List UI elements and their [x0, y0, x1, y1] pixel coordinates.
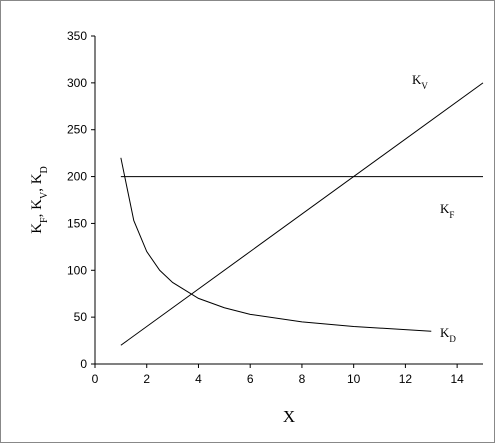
- series-label-sub: F: [449, 210, 454, 220]
- x-tick-label: 6: [247, 372, 254, 386]
- series-line: [120, 82, 484, 346]
- series-label: KD: [440, 325, 456, 344]
- series-label-sub: V: [421, 81, 428, 91]
- y-tick-label: 150: [67, 216, 87, 230]
- series-label-name: K: [412, 72, 422, 87]
- y-tick-label: 300: [67, 76, 87, 90]
- y-axis-label: KF, KV, KD: [29, 166, 50, 234]
- x-tick-label: 14: [450, 372, 464, 386]
- y-tick-label: 250: [67, 123, 87, 137]
- series-label: KV: [412, 72, 428, 91]
- series-label: KF: [440, 201, 454, 220]
- y-tick-label: 100: [67, 263, 87, 277]
- x-tick-label: 2: [143, 372, 150, 386]
- series-label-name: K: [440, 325, 450, 340]
- x-axis-label: X: [283, 407, 295, 426]
- y-label-text: , K: [29, 173, 45, 192]
- x-tick-label: 10: [347, 372, 361, 386]
- y-label-sub: F: [39, 217, 50, 223]
- x-tick-label: 12: [399, 372, 413, 386]
- y-label-text: , K: [29, 199, 45, 218]
- y-tick-label: 50: [74, 310, 88, 324]
- y-label-sub: V: [39, 191, 50, 199]
- x-tick-label: 0: [92, 372, 99, 386]
- x-tick-label: 8: [299, 372, 306, 386]
- y-tick-label: 0: [80, 357, 87, 371]
- y-label-sub: D: [39, 166, 50, 173]
- y-label-text: K: [29, 223, 45, 234]
- series-label-sub: D: [449, 334, 456, 344]
- series-label-name: K: [440, 201, 450, 216]
- series-line: [120, 157, 432, 332]
- y-tick-label: 350: [67, 29, 87, 43]
- x-tick-label: 4: [195, 372, 202, 386]
- y-tick-label: 200: [67, 170, 87, 184]
